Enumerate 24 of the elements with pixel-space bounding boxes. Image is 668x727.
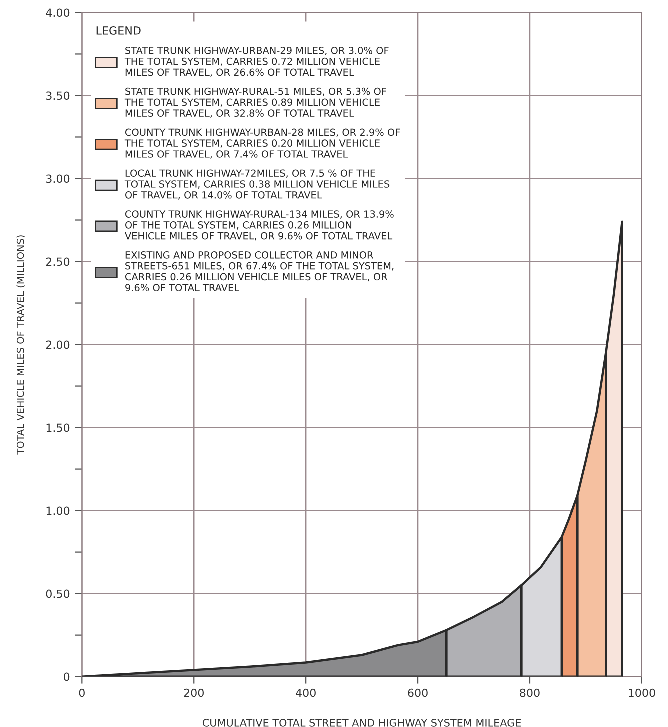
x-tick-label: 600 [408,688,428,698]
y-tick-label: 0 [64,672,70,682]
y-axis-title: TOTAL VEHICLE MILES OF TRAVEL (MILLIONS) [16,236,26,455]
legend-title: LEGEND [96,26,141,35]
legend-label: EXISTING AND PROPOSED COLLECTOR AND MINOR STREETS-651 MILES, OR 67.4% OF THE TOTAL SYSTEM, CARRIES 0.26 MILLION VEHICLE MILES OF TRAVEL, OR 9.6% OF TOTAL TRAVEL [125,252,394,292]
y-tick-label: 3.00 [46,174,70,184]
y-tick-label: 3.50 [46,92,70,100]
legend-label: STATE TRUNK HIGHWAY-URBAN-29 MILES, OR 3.0% OF THE TOTAL SYSTEM, CARRIES 0.72 MILLION VEHICLE MILES OF TRAVEL, OR 26.6% OF TOTAL TRAVEL [124,46,389,78]
x-tick-label: 1000 [629,688,656,698]
legend-label: COUNTY TRUNK HIGHWAY-URBAN-28 MILES, OR 2.9% OF THE TOTAL SYSTEM, CARRIES 0.20 MILLION VEHICLE MILES OF TRAVEL, OR 7.4% OF TOTAL TRAVEL [124,128,400,159]
x-tick-label: 800 [520,688,540,698]
legend-label: LOCAL TRUNK HIGHWAY-72MILES, OR 7.5 % OF THE TOTAL SYSTEM, CARRIES 0.38 MILLION VEHICLE MILES OF TRAVEL, OR 14.0% OF TOTAL TRAVEL [124,170,390,200]
y-tick-label: 2.50 [46,258,70,266]
x-axis-title: CUMULATIVE TOTAL STREET AND HIGHWAY SYSTEM MILEAGE [202,719,522,727]
y-tick-label: 4.00 [46,8,70,18]
y-tick-label: 0.50 [46,590,70,598]
y-tick-label: 1.50 [46,424,70,432]
y-tick-label: 2.00 [46,340,70,350]
x-tick-label: 400 [296,688,316,698]
y-tick-label: 1.00 [46,506,70,516]
legend-label: STATE TRUNK HIGHWAY-RURAL-51 MILES, OR 5.3% OF THE TOTAL SYSTEM, CARRIES 0.89 MILLION VEHICLE MILES OF TRAVEL, OR 32.8% OF TOTAL TRAVEL [124,88,386,118]
x-tick-label: 200 [184,688,204,698]
x-tick-label: 0 [79,688,85,698]
legend-label: COUNTY TRUNK HIGHWAY-RURAL-134 MILES, OR 13.9% OF THE TOTAL SYSTEM, CARRIES 0.26 MILLION VEHICLE MILES OF TRAVEL, OR 9.6% OF TOTAL TRAVEL [125,210,394,241]
